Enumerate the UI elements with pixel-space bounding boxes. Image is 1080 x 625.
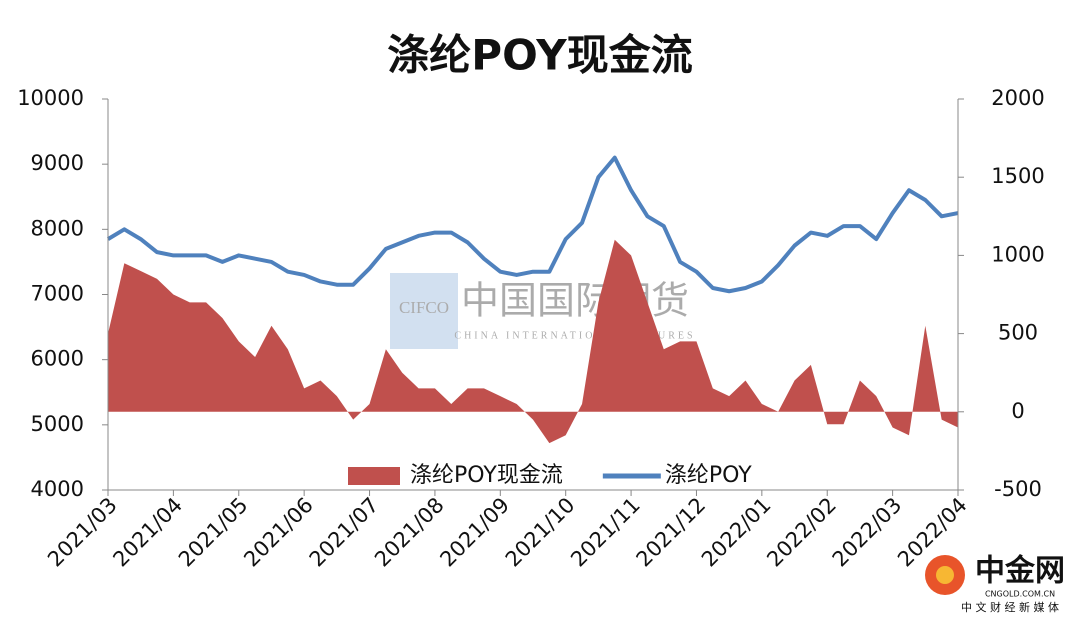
watermark-subtitle: CHINA INTERNATIONAL FUTURES <box>454 330 695 341</box>
area <box>108 239 958 444</box>
y-tick-label: 4000 <box>31 477 84 501</box>
legend-label: 涤纶POY <box>665 463 752 488</box>
brand-site: CNGOLD.COM.CN <box>985 590 1055 599</box>
y2-tick-label: 2000 <box>991 86 1044 110</box>
branding: 中金网 CNGOLD.COM.CN 中 文 财 经 新 媒 体 <box>925 554 1065 614</box>
plot-area <box>106 155 959 444</box>
watermark-logo: CIFCO <box>399 298 449 317</box>
watermark-box <box>390 273 458 349</box>
chart-title: 涤纶POY现金流 <box>387 31 692 80</box>
y-tick-label: 7000 <box>31 282 84 306</box>
y-tick-label: 10000 <box>17 86 84 110</box>
y2-tick-label: -500 <box>994 477 1042 501</box>
y-tick-label: 5000 <box>31 412 84 436</box>
watermark-name: 中国国际期货 <box>461 279 689 323</box>
watermark: CIFCO 中国国际期货 CHINA INTERNATIONAL FUTURES <box>390 273 695 349</box>
brand-icon-inner <box>936 566 954 584</box>
y2-tick-label: 1500 <box>991 164 1044 188</box>
line <box>106 155 959 294</box>
y2-tick-label: 1000 <box>991 242 1044 266</box>
y-tick-label: 6000 <box>31 347 84 371</box>
legend-swatch <box>348 467 400 485</box>
legend-label: 涤纶POY现金流 <box>410 463 563 488</box>
y2-tick-label: 0 <box>1011 399 1024 423</box>
brand-name: 中金网 <box>975 554 1065 589</box>
brand-slogan: 中 文 财 经 新 媒 体 <box>961 600 1059 614</box>
y-tick-label: 8000 <box>31 216 84 240</box>
y-tick-label: 9000 <box>31 151 84 175</box>
y2-tick-label: 500 <box>998 321 1038 345</box>
